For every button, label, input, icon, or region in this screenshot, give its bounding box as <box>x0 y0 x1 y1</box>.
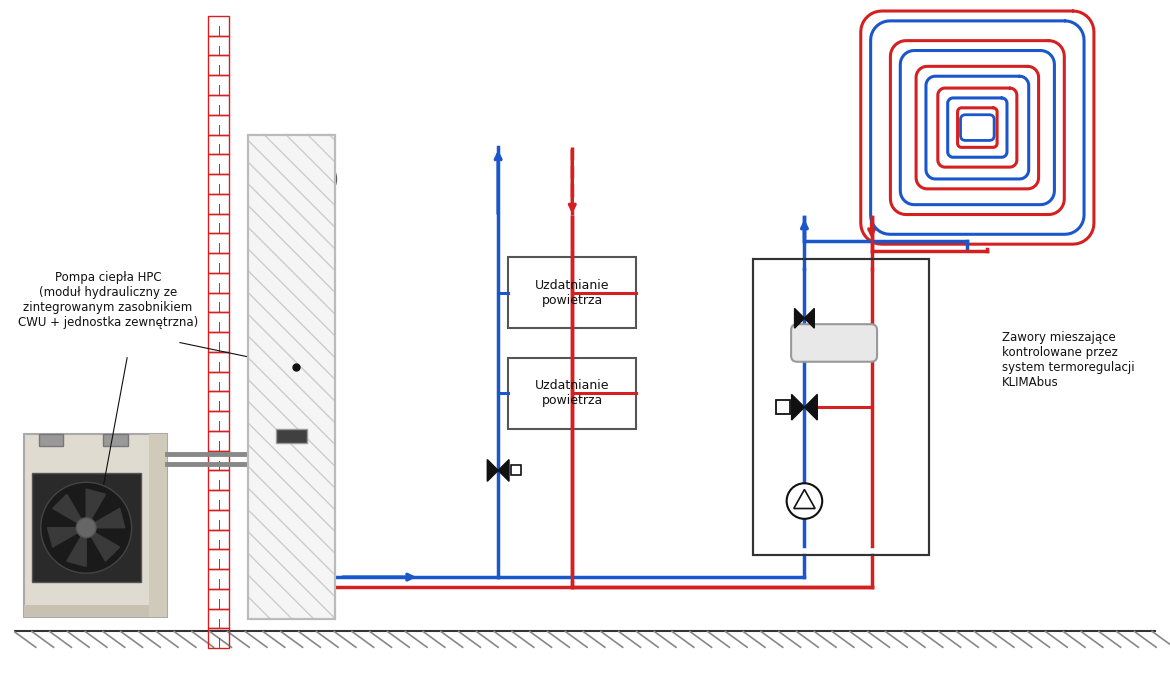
Circle shape <box>76 518 96 537</box>
Bar <box>208 75 229 95</box>
Bar <box>208 530 229 550</box>
Bar <box>248 135 335 618</box>
Polygon shape <box>90 509 125 528</box>
Text: Uzdatnianie
powietrza: Uzdatnianie powietrza <box>535 379 610 407</box>
Bar <box>208 352 229 372</box>
Bar <box>276 429 308 443</box>
Bar <box>208 35 229 55</box>
Bar <box>208 411 229 431</box>
Bar <box>208 569 229 589</box>
Polygon shape <box>67 532 87 567</box>
Text: Uzdatnianie
powietrza: Uzdatnianie powietrza <box>535 279 610 306</box>
Bar <box>208 234 229 253</box>
Bar <box>208 451 229 471</box>
Bar <box>208 155 229 174</box>
Bar <box>208 174 229 194</box>
Bar <box>208 629 229 648</box>
Bar <box>208 214 229 234</box>
Bar <box>208 194 229 214</box>
Bar <box>208 490 229 510</box>
Bar <box>208 392 229 411</box>
Circle shape <box>786 484 823 519</box>
Bar <box>23 605 167 616</box>
Polygon shape <box>794 308 805 328</box>
Bar <box>248 135 335 618</box>
Bar <box>508 257 636 328</box>
Circle shape <box>41 482 131 573</box>
Bar <box>208 431 229 451</box>
Bar <box>208 55 229 75</box>
Bar <box>208 609 229 629</box>
Bar <box>208 471 229 490</box>
Bar <box>276 429 308 443</box>
Text: Zawory mieszające
kontrolowane przez
system termoregulacji
KLIMAbus: Zawory mieszające kontrolowane przez sys… <box>1002 331 1135 389</box>
Bar <box>776 400 790 414</box>
Bar <box>208 253 229 273</box>
Bar <box>23 434 167 616</box>
Polygon shape <box>792 394 805 420</box>
Bar <box>508 358 636 429</box>
FancyBboxPatch shape <box>961 114 994 140</box>
Bar <box>208 273 229 293</box>
Polygon shape <box>805 394 818 420</box>
Bar <box>208 313 229 332</box>
Bar <box>248 135 335 618</box>
Bar <box>103 434 128 446</box>
Bar <box>208 550 229 569</box>
Bar <box>208 95 229 114</box>
Polygon shape <box>89 530 119 561</box>
Bar <box>511 466 521 475</box>
Bar <box>208 372 229 392</box>
Polygon shape <box>487 460 498 481</box>
Polygon shape <box>805 308 814 328</box>
Bar <box>753 259 929 556</box>
Polygon shape <box>498 460 509 481</box>
Bar <box>32 473 140 582</box>
Circle shape <box>310 171 326 187</box>
Polygon shape <box>48 528 82 547</box>
Text: Pompa ciepła HPC
(moduł hydrauliczny ze
zintegrowanym zasobnikiem
CWU + jednostk: Pompa ciepła HPC (moduł hydrauliczny ze … <box>18 272 198 330</box>
Bar <box>208 135 229 155</box>
Bar <box>208 589 229 609</box>
Polygon shape <box>53 494 84 525</box>
FancyBboxPatch shape <box>791 324 878 362</box>
Bar <box>208 510 229 530</box>
Polygon shape <box>87 489 105 524</box>
Bar <box>39 434 63 446</box>
Bar <box>753 259 929 556</box>
Circle shape <box>301 161 336 197</box>
Bar <box>208 332 229 352</box>
Bar <box>208 16 229 35</box>
Bar <box>208 114 229 135</box>
Bar <box>208 293 229 313</box>
Bar <box>150 434 167 616</box>
